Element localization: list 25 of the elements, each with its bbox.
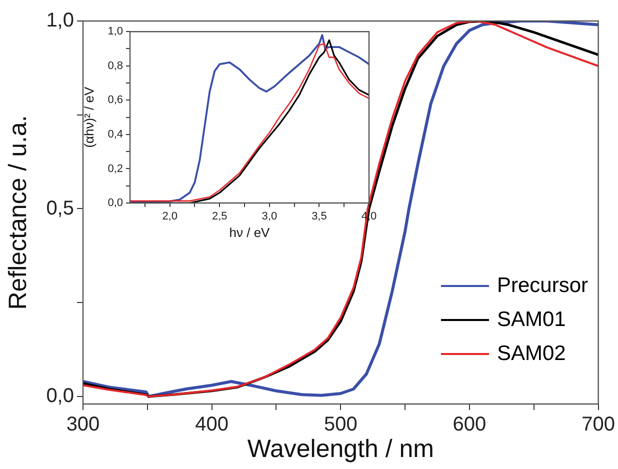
y-tick-label: 0,4	[108, 128, 123, 140]
x-axis-title: hν / eV	[229, 224, 270, 240]
y-axis-title: (αhν)² / eV	[81, 86, 96, 148]
x-tick-label: 600	[452, 414, 486, 436]
x-tick-label: 400	[195, 414, 229, 436]
x-tick-label: 2,0	[162, 210, 178, 223]
y-axis-title: Reflectance / u.a.	[4, 115, 32, 310]
y-tick-label: 0,0	[46, 385, 74, 408]
y-tick-label: 0,8	[108, 60, 123, 72]
y-tick-label: 0,2	[108, 162, 123, 175]
legend-label: SAM01	[496, 307, 566, 333]
x-tick-label: 700	[582, 414, 616, 436]
x-tick-label: 2,5	[212, 210, 228, 223]
y-tick-label: 0,0	[108, 197, 123, 210]
x-tick-label: 500	[324, 414, 358, 436]
y-tick-label: 1,0	[46, 10, 74, 32]
y-tick-label: 1,0	[108, 26, 123, 38]
x-tick-label: 3,0	[262, 210, 278, 223]
legend-label: Precursor	[496, 273, 588, 299]
x-axis-title: Wavelength / nm	[247, 434, 434, 463]
x-tick-label: 300	[66, 414, 100, 436]
y-tick-label: 0,6	[108, 94, 123, 106]
y-tick-label: 0,5	[46, 197, 74, 220]
legend-label: SAM02	[496, 341, 566, 367]
x-tick-label: 3,5	[312, 210, 327, 223]
